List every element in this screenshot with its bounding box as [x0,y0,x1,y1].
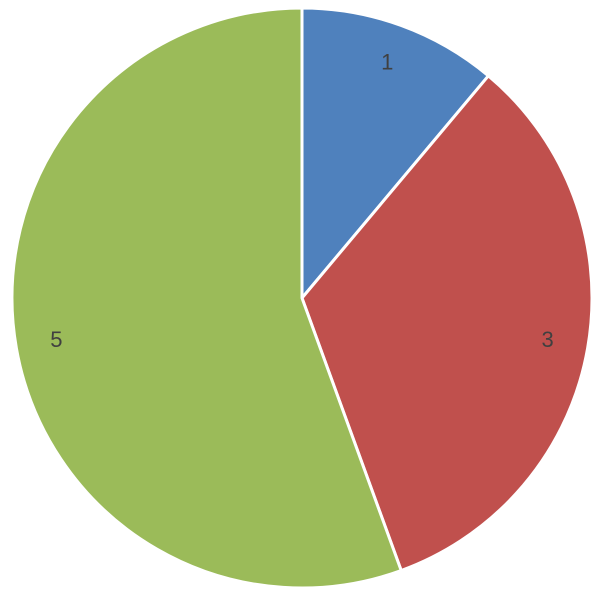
pie-slice [300,6,491,303]
data-label: 5 [50,327,62,352]
pie-slice [10,6,404,590]
pie-slice [300,73,592,573]
data-label: 3 [541,327,553,352]
data-label: 1 [381,49,393,74]
